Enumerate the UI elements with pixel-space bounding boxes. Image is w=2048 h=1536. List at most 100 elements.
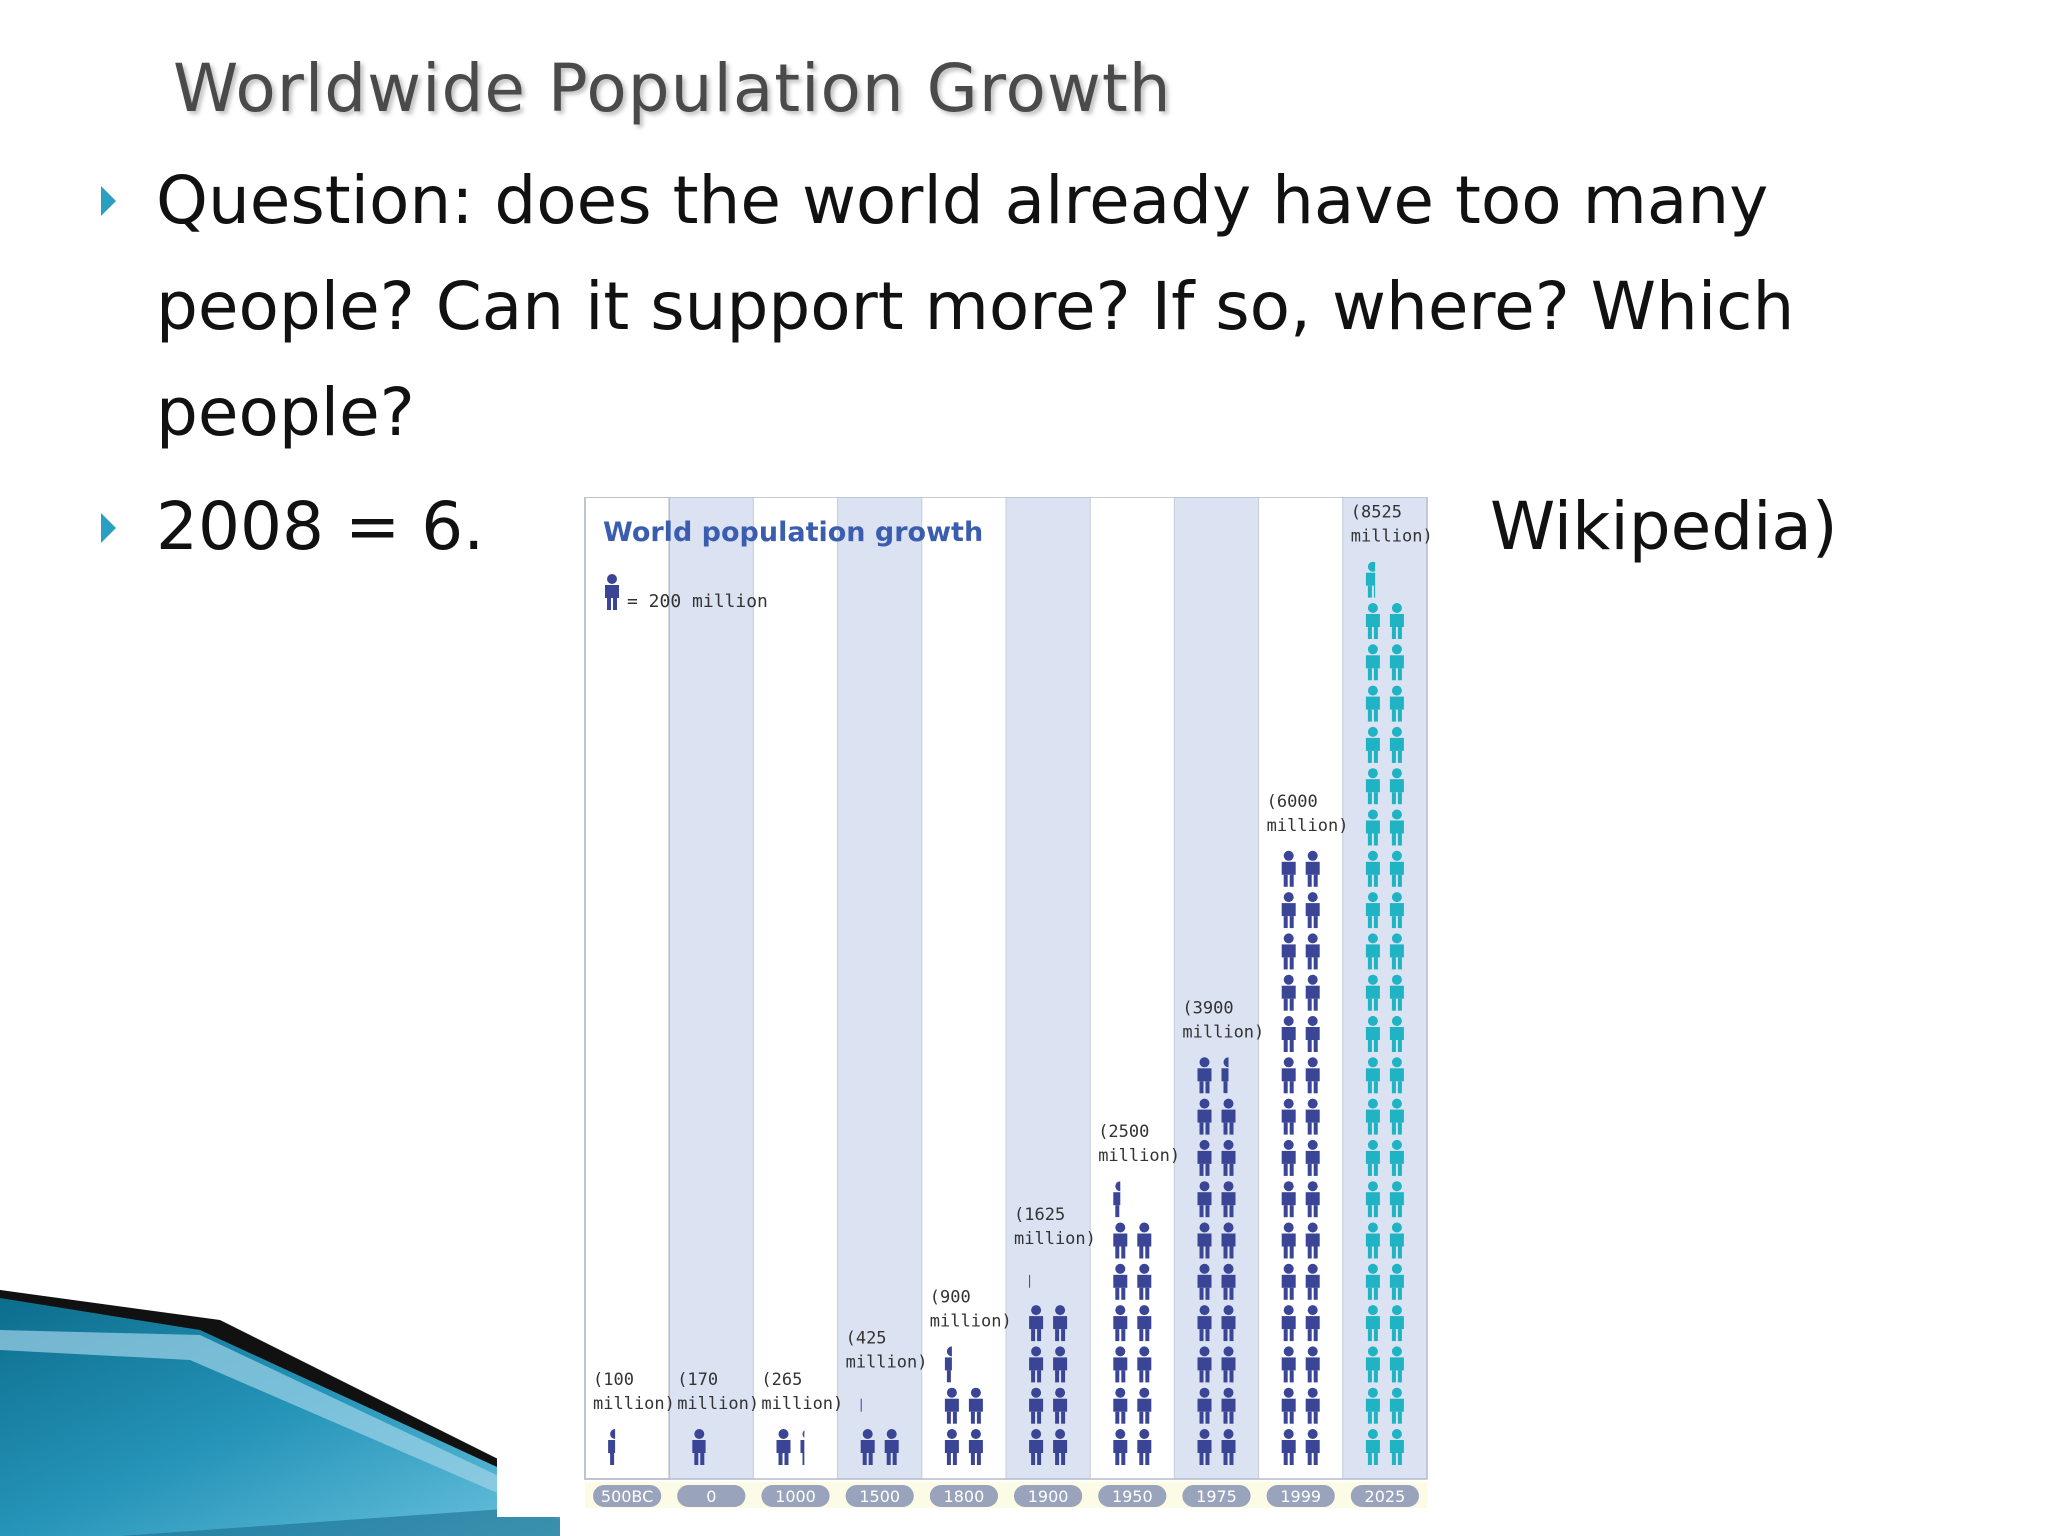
person-icon — [1365, 809, 1380, 846]
category-pill — [1266, 1485, 1335, 1507]
slide-decoration — [0, 1290, 560, 1536]
category-label: 1950 — [1112, 1487, 1153, 1506]
person-icon — [776, 1429, 791, 1465]
person-icon — [1221, 1387, 1236, 1424]
person-icon — [1389, 644, 1404, 681]
person-icon — [1053, 1305, 1068, 1342]
person-icon — [1389, 892, 1404, 929]
person-icon — [1389, 1098, 1404, 1135]
person-icon — [1365, 1222, 1380, 1259]
person-icon — [1389, 1263, 1404, 1300]
person-icon — [1281, 1181, 1296, 1218]
value-label: (170 — [677, 1370, 718, 1390]
person-icon — [1365, 685, 1380, 722]
person-icon — [1221, 1429, 1236, 1465]
category-pill — [1182, 1485, 1251, 1507]
value-label: million) — [1267, 816, 1349, 836]
bullet-1-line-3: people? — [156, 374, 415, 451]
person-icon — [1365, 1016, 1380, 1052]
person-icon — [1221, 1346, 1236, 1383]
person-icon — [944, 1346, 952, 1383]
person-icon — [1029, 1387, 1044, 1424]
person-icon — [1281, 1305, 1296, 1342]
column-bg — [1089, 497, 1175, 1480]
person-icon — [1389, 1387, 1404, 1424]
bullet-icon — [101, 186, 116, 216]
column-bg — [1258, 497, 1344, 1480]
category-label: 1999 — [1280, 1487, 1321, 1506]
category-label: 1975 — [1196, 1487, 1237, 1506]
person-icon — [1113, 1346, 1128, 1383]
person-icon — [1281, 1098, 1296, 1135]
person-icon — [1197, 1181, 1212, 1218]
column-bg — [1342, 497, 1428, 1480]
person-icon — [1221, 1222, 1236, 1259]
value-label: million) — [1098, 1146, 1180, 1166]
person-icon — [1365, 603, 1380, 639]
bullet-2-text-right: Wikipedia) — [1490, 488, 1838, 565]
category-label: 1800 — [944, 1487, 985, 1506]
person-icon — [1389, 685, 1404, 722]
person-icon — [1305, 850, 1320, 887]
person-icon — [1389, 1222, 1404, 1259]
person-icon — [1029, 1274, 1031, 1288]
person-icon — [1305, 1098, 1320, 1135]
person-icon — [1197, 1263, 1212, 1300]
person-icon — [860, 1429, 875, 1465]
person-icon — [944, 1387, 959, 1424]
bullet-2-text-left: 2008 = 6. — [156, 488, 485, 565]
person-icon — [692, 1429, 706, 1465]
person-icon — [1365, 850, 1380, 887]
person-icon — [1281, 933, 1296, 970]
column-bg — [584, 497, 670, 1480]
person-icon — [1137, 1346, 1152, 1383]
person-icon — [1281, 1387, 1296, 1424]
person-icon — [1389, 1016, 1404, 1052]
value-label: (1625 — [1014, 1205, 1065, 1225]
person-icon — [1305, 1305, 1320, 1342]
person-icon — [1389, 603, 1404, 639]
column-bg — [1173, 497, 1260, 1480]
person-icon — [1365, 1181, 1380, 1218]
person-icon — [1197, 1098, 1212, 1135]
person-icon — [1365, 726, 1380, 763]
person-icon — [1197, 1305, 1212, 1342]
person-icon — [1197, 1139, 1212, 1176]
person-icon — [1305, 1057, 1320, 1094]
person-icon — [1221, 1263, 1236, 1300]
plot-border — [584, 497, 1428, 1480]
person-icon — [968, 1387, 983, 1424]
person-icon — [1137, 1387, 1152, 1424]
person-icon — [1029, 1429, 1044, 1465]
person-icon — [1389, 933, 1404, 970]
person-icon — [1305, 933, 1320, 970]
value-label: (3900 — [1182, 998, 1233, 1018]
value-label: (425 — [846, 1329, 887, 1349]
category-label: 2025 — [1365, 1487, 1406, 1506]
person-icon — [1137, 1429, 1152, 1465]
person-icon — [1137, 1263, 1152, 1300]
person-icon — [608, 1429, 616, 1465]
person-icon — [1281, 1263, 1296, 1300]
person-icon — [944, 1429, 959, 1465]
person-icon — [1281, 850, 1296, 887]
person-icon — [1305, 1181, 1320, 1218]
person-icon — [1389, 726, 1404, 763]
person-icon — [1365, 974, 1380, 1011]
person-icon — [1281, 1057, 1296, 1094]
value-label: million) — [677, 1394, 759, 1414]
person-icon — [1197, 1057, 1212, 1094]
value-label: million) — [761, 1394, 843, 1414]
category-pill — [677, 1485, 746, 1507]
person-icon — [1305, 1387, 1320, 1424]
value-label: million) — [930, 1311, 1012, 1331]
person-icon — [1113, 1181, 1121, 1218]
legend-label: = 200 million — [627, 591, 768, 612]
person-icon — [800, 1430, 805, 1465]
person-icon — [860, 1398, 862, 1412]
column-bg — [1005, 497, 1091, 1480]
person-icon — [1281, 974, 1296, 1011]
category-pill — [593, 1485, 662, 1507]
person-icon — [968, 1429, 983, 1465]
column-bg — [752, 497, 839, 1480]
